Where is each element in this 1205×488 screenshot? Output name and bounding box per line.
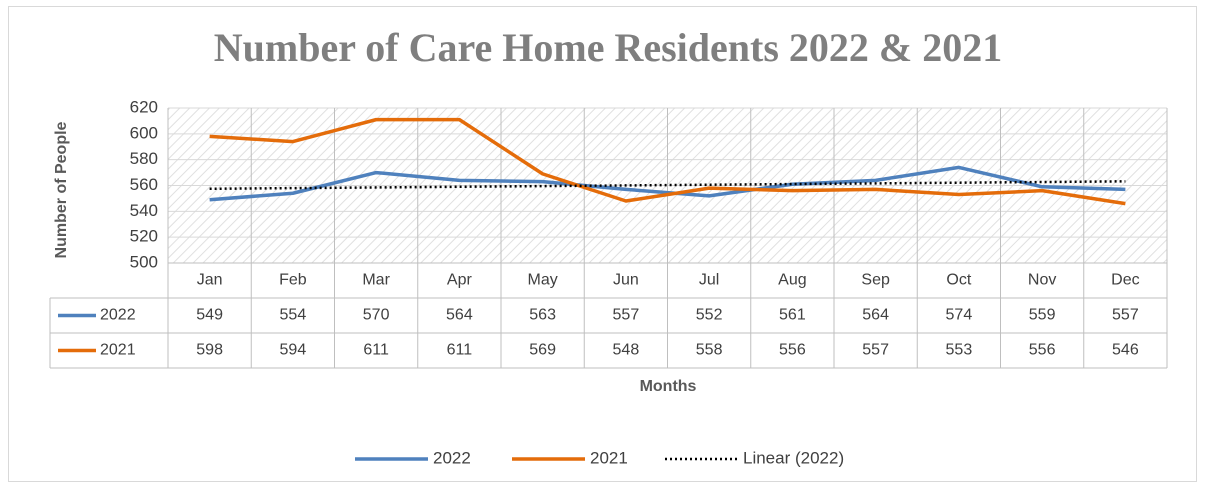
table-value: 559 [1029,307,1056,324]
table-value: 561 [779,307,806,324]
x-tick-label: Apr [447,272,473,289]
y-tick-label: 520 [130,227,158,246]
legend-label: Linear (2022) [743,448,844,467]
y-tick-label: 500 [130,252,158,271]
series-line [209,165,1126,202]
table-value: 557 [1112,307,1139,324]
y-tick-label: 580 [130,149,158,168]
table-value: 564 [446,307,473,324]
table-value: 549 [196,307,223,324]
table-value: 552 [696,307,723,324]
x-tick-label: Jul [699,272,719,289]
chart-title: Number of Care Home Residents 2022 & 202… [214,25,1002,70]
x-tick-label: Oct [946,272,971,289]
legend-label: 2021 [590,448,628,467]
x-tick-label: Nov [1028,272,1056,289]
table-value: 569 [529,342,556,359]
y-axis-title: Number of People [53,121,70,258]
table-value: 557 [862,342,889,359]
table-series-name: 2022 [100,307,136,324]
legend-label: 2022 [433,448,471,467]
x-tick-label: Sep [861,272,890,289]
table-value: 570 [363,307,390,324]
y-tick-label: 560 [130,175,158,194]
y-tick-label: 540 [130,201,158,220]
y-tick-label: 620 [130,97,158,116]
table-value: 598 [196,342,223,359]
x-tick-label: Jun [613,272,639,289]
table-value: 557 [613,307,640,324]
table-value: 611 [447,342,473,359]
table-value: 546 [1112,342,1139,359]
x-tick-label: Feb [279,272,307,289]
table-value: 611 [363,342,389,359]
x-tick-label: Mar [362,272,390,289]
x-axis-title: Months [640,378,697,395]
table-value: 556 [1029,342,1056,359]
table-value: 548 [613,342,640,359]
x-tick-label: May [528,272,558,289]
y-tick-label: 600 [130,123,158,142]
x-tick-label: Aug [778,272,806,289]
table-value: 556 [779,342,806,359]
table-value: 594 [280,342,307,359]
table-value: 558 [696,342,723,359]
table-series-name: 2021 [100,342,136,359]
series-line [209,117,1126,206]
table-value: 574 [946,307,973,324]
table-value: 554 [280,307,307,324]
table-value: 564 [862,307,889,324]
x-tick-label: Dec [1111,272,1139,289]
table-value: 563 [529,307,556,324]
table-value: 553 [946,342,973,359]
x-tick-label: Jan [197,272,223,289]
